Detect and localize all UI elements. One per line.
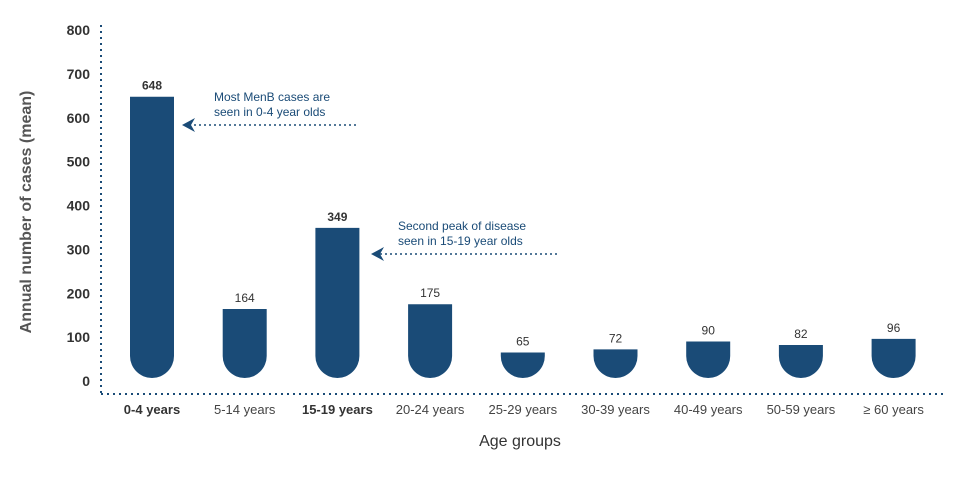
y-tick-label: 400 [67, 198, 91, 214]
category-label-5: 30-39 years [581, 402, 650, 417]
annotation-text-1-1: seen in 15-19 year olds [398, 234, 523, 248]
bars [130, 96, 916, 378]
value-label-3: 175 [420, 286, 440, 300]
category-label-0: 0-4 years [124, 402, 180, 417]
bar-5 [593, 349, 638, 378]
category-label-2: 15-19 years [302, 402, 373, 417]
bar-6 [686, 341, 731, 378]
value-label-8: 96 [887, 321, 901, 335]
category-label-1: 5-14 years [214, 402, 276, 417]
category-label-7: 50-59 years [767, 402, 836, 417]
annotation-text-1-0: Second peak of disease [398, 219, 526, 233]
value-label-0: 648 [142, 79, 162, 93]
category-labels: 0-4 years 5-14 years 15-19 years 20-24 year… [124, 402, 925, 417]
y-tick-label: 700 [67, 66, 91, 82]
annotation-arrowhead-1 [371, 247, 384, 261]
category-label-6: 40-49 years [674, 402, 743, 417]
value-label-2: 349 [327, 210, 347, 224]
annotation-text-0-0: Most MenB cases are [214, 90, 330, 104]
y-tick-label: 600 [67, 110, 91, 126]
bar-0 [130, 96, 174, 378]
y-axis: 0 100 200 300 400 500 600 700 800 [67, 22, 102, 394]
y-tick-label: 100 [67, 329, 91, 345]
value-label-4: 65 [516, 334, 530, 348]
category-label-3: 20-24 years [396, 402, 465, 417]
bar-8 [871, 338, 916, 378]
y-tick-label: 500 [67, 154, 91, 170]
annotation-text-0-1: seen in 0-4 year olds [214, 105, 325, 119]
value-label-7: 82 [794, 327, 808, 341]
bar-2 [315, 227, 360, 378]
value-label-5: 72 [609, 331, 623, 345]
y-tick-label: 200 [67, 285, 91, 301]
y-tick-label: 800 [67, 22, 91, 38]
bar-1 [222, 309, 267, 378]
category-label-4: 25-29 years [488, 402, 557, 417]
bar-7 [778, 345, 823, 378]
y-tick-label: 300 [67, 241, 91, 257]
value-label-1: 164 [235, 291, 255, 305]
annotation-arrowhead-0 [182, 118, 195, 132]
bar-3 [408, 304, 453, 378]
bar-4 [500, 352, 545, 378]
value-label-6: 90 [702, 324, 716, 338]
value-labels: 648 164 349 175 65 72 90 82 96 [142, 79, 901, 349]
y-axis-title: Annual number of cases (mean) [18, 91, 35, 334]
y-tick-label: 0 [82, 373, 90, 389]
category-label-8: ≥ 60 years [863, 402, 924, 417]
x-axis-title: Age groups [479, 433, 561, 450]
